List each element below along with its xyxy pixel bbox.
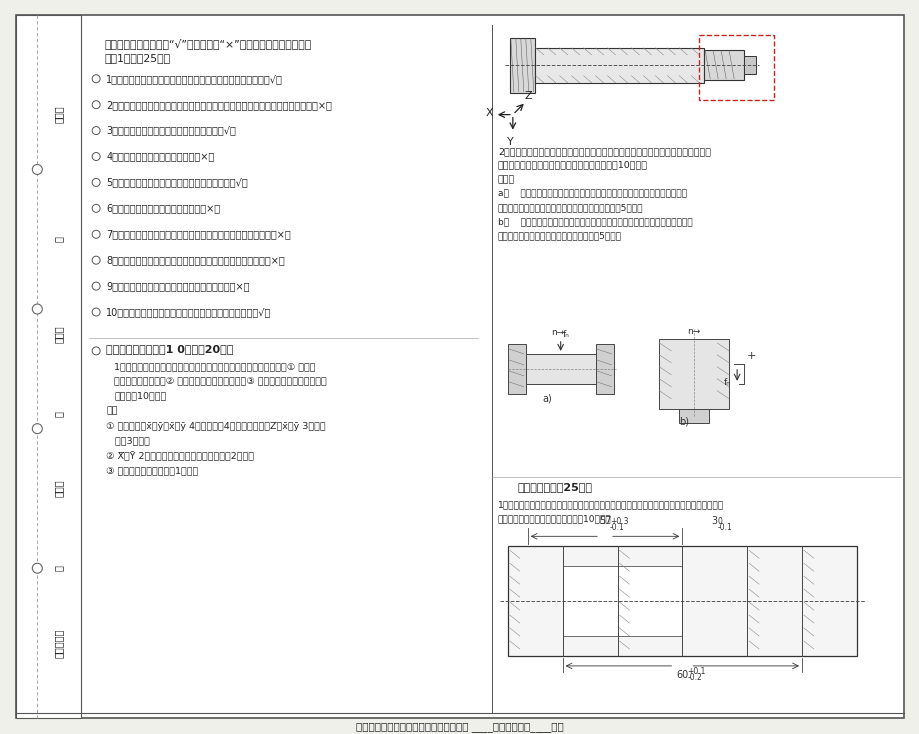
Text: 五、分析题（每小题1 0分，共20分）: 五、分析题（每小题1 0分，共20分）	[106, 344, 233, 354]
Text: 5、用未加工表面作为定位基准，称为粗基准。（√）: 5、用未加工表面作为定位基准，称为粗基准。（√）	[106, 178, 247, 187]
Bar	[703, 50, 743, 80]
Circle shape	[92, 204, 100, 212]
Text: ③ 在端面处加球面庞圈（1分）。: ③ 在端面处加球面庞圈（1分）。	[106, 467, 199, 476]
Bar	[678, 409, 709, 423]
Text: 度（3分）。: 度（3分）。	[106, 437, 150, 446]
Text: a): a)	[542, 393, 552, 404]
Text: n→: n→	[686, 327, 699, 336]
Bar	[659, 339, 729, 409]
Text: 院（系）：: 院（系）：	[53, 628, 63, 658]
Text: 进意见（10分）。: 进意见（10分）。	[114, 392, 166, 401]
Text: 高: 高	[53, 411, 63, 417]
Text: b）    在轴向切削力的作用下，工件受到扭矩的作用会产生顺时针方向的偏转，: b） 在轴向切削力的作用下，工件受到扭矩的作用会产生顺时针方向的偏转，	[497, 217, 692, 226]
Text: 注意：答题不能超过密封线！本套试卷共 ____页，此页是第____页。: 注意：答题不能超过密封线！本套试卷共 ____页，此页是第____页。	[356, 722, 563, 732]
Text: 4、精加工时通常采用负切削刃。（×）: 4、精加工时通常采用负切削刃。（×）	[106, 151, 214, 161]
Text: 2、试分析下图所示的两种加工情况，加工后工件表面会产生何种形状误差？假设工: 2、试分析下图所示的两种加工情况，加工后工件表面会产生何种形状误差？假设工	[497, 148, 710, 156]
Text: 9、机床部件实际刚度大于按实体估计的刚度。（×）: 9、机床部件实际刚度大于按实体估计的刚度。（×）	[106, 281, 249, 291]
Text: 57: 57	[598, 516, 610, 526]
Text: 10、后角的作用是为了减小后刀面与工件之间的摩擦。（√）: 10、后角的作用是为了减小后刀面与工件之间的摩擦。（√）	[106, 307, 271, 317]
Text: 1、试分析下图所示车外则，保证外圆与内孔同轴时的定位方案中：① 各定位: 1、试分析下图所示车外则，保证外圆与内孔同轴时的定位方案中：① 各定位	[114, 362, 315, 371]
Text: Z: Z	[525, 91, 532, 101]
Circle shape	[32, 304, 42, 314]
Circle shape	[92, 256, 100, 264]
Bar	[507, 344, 526, 393]
Text: 答：: 答：	[106, 407, 118, 415]
Text: ② X̅、Ȳ 2个自由度被重复限制，属过定位（2分）。: ② X̅、Ȳ 2个自由度被重复限制，属过定位（2分）。	[106, 451, 254, 461]
Text: 6、工件材料越软，可加工性越好。（×）: 6、工件材料越软，可加工性越好。（×）	[106, 203, 220, 214]
Bar	[507, 546, 856, 656]
Text: 60: 60	[675, 670, 687, 680]
Circle shape	[92, 126, 100, 134]
Text: 3: 3	[711, 516, 717, 526]
Circle shape	[92, 178, 100, 186]
Text: +0.1: +0.1	[686, 667, 705, 676]
Text: 3、误差复映系数与工艺系统刚度成反比。（√）: 3、误差复映系数与工艺系统刚度成反比。（√）	[106, 126, 236, 136]
Circle shape	[92, 282, 100, 290]
Bar	[509, 38, 534, 92]
Bar	[526, 354, 595, 384]
Text: 工后工件外圆表面成锥形，右端直径大于左端直径（5分）。: 工后工件外圆表面成锥形，右端直径大于左端直径（5分）。	[497, 203, 642, 212]
Text: -0.2: -0.2	[686, 673, 701, 682]
Text: Y: Y	[507, 137, 514, 147]
Bar	[562, 566, 682, 636]
Text: ① 圆柱面限制x̄、ȳ、x̄、ȳ 4个自由度（4分）；端面限制Z̅、x̄、ȳ 3个自由: ① 圆柱面限制x̄、ȳ、x̄、ȳ 4个自由度（4分）；端面限制Z̅、x̄、ȳ 3…	[106, 421, 325, 431]
Text: 小题1分，共25分）: 小题1分，共25分）	[104, 53, 170, 63]
Text: 若刀具刚度很大，加工后端面会产生中凹（5分）。: 若刀具刚度很大，加工后端面会产生中凹（5分）。	[497, 231, 621, 240]
Text: 2、过定位指工件实际被限制的自由度数多于工件加工所必须限制的自由度数。（×）: 2、过定位指工件实际被限制的自由度数多于工件加工所必须限制的自由度数。（×）	[106, 100, 332, 109]
Text: a）    在径向切削力的作用下，尾顶尖处的位移量大于前顶尖处的位移量，加: a） 在径向切削力的作用下，尾顶尖处的位移量大于前顶尖处的位移量，加	[497, 189, 686, 198]
Text: 第: 第	[53, 565, 63, 571]
Text: 姓名：: 姓名：	[53, 325, 63, 343]
Text: 六、计算题（內25分）: 六、计算题（內25分）	[517, 482, 592, 493]
Text: n→: n→	[550, 328, 563, 337]
Circle shape	[92, 230, 100, 239]
Text: 1、如下图所示为车床尾坐套筒装配图，各组成零件的尺寸注在图上，试用完全互换法计算装配: 1、如下图所示为车床尾坐套筒装配图，各组成零件的尺寸注在图上，试用完全互换法计算…	[497, 501, 723, 509]
Circle shape	[92, 101, 100, 109]
Text: b): b)	[678, 417, 688, 426]
Circle shape	[92, 347, 100, 355]
Text: -0.1: -0.1	[609, 523, 624, 532]
Circle shape	[92, 308, 100, 316]
Text: 学号：: 学号：	[53, 106, 63, 123]
Text: 班级：: 班级：	[53, 479, 63, 497]
Circle shape	[32, 424, 42, 434]
Bar	[698, 35, 773, 100]
Text: 件的刚度很大，且车床床头刚度大于尾坐刚度（10分）。: 件的刚度很大，且车床床头刚度大于尾坐刚度（10分）。	[497, 161, 647, 170]
Text: 0: 0	[717, 517, 721, 526]
Text: X: X	[485, 108, 494, 117]
Text: +: +	[746, 351, 755, 361]
Text: fₙ: fₙ	[562, 330, 569, 339]
Text: 8、零件表面粗糙度值越低，摩擦阵力越小，其耗磨性越好。（×）: 8、零件表面粗糙度值越低，摩擦阵力越小，其耗磨性越好。（×）	[106, 255, 285, 265]
Circle shape	[92, 153, 100, 161]
Bar	[534, 48, 703, 83]
Circle shape	[92, 75, 100, 83]
Text: -0.1: -0.1	[717, 523, 732, 532]
Text: 7、采用试切法直接保证零件尺寸时，会产生基准不重合误差。（×）: 7、采用试切法直接保证零件尺寸时，会产生基准不重合误差。（×）	[106, 229, 290, 239]
Bar	[595, 344, 613, 393]
Circle shape	[32, 563, 42, 573]
Circle shape	[32, 164, 42, 175]
Bar	[743, 56, 755, 74]
Bar	[17, 15, 81, 718]
Text: 级: 级	[53, 236, 63, 242]
Text: 四、判断题（正确的划“√”，错误的划“×”，将答案写在括号内，每: 四、判断题（正确的划“√”，错误的划“×”，将答案写在括号内，每	[104, 38, 311, 49]
Text: fₙ: fₙ	[723, 378, 731, 387]
Text: 元件限制的自由度；② 判断有无欠定位或过定位；③ 对不合理的定位方案提出改: 元件限制的自由度；② 判断有无欠定位或过定位；③ 对不合理的定位方案提出改	[114, 377, 326, 386]
Text: 后螺母在顶尖套筒内的轴向窜动量（10分）。: 后螺母在顶尖套筒内的轴向窜动量（10分）。	[497, 515, 611, 523]
Text: 1、切削用量三要素中对切削力影响最大的因素是切削深度。（√）: 1、切削用量三要素中对切削力影响最大的因素是切削深度。（√）	[106, 74, 283, 84]
Text: 答案：: 答案：	[497, 175, 515, 184]
Text: +0.3: +0.3	[609, 517, 628, 526]
